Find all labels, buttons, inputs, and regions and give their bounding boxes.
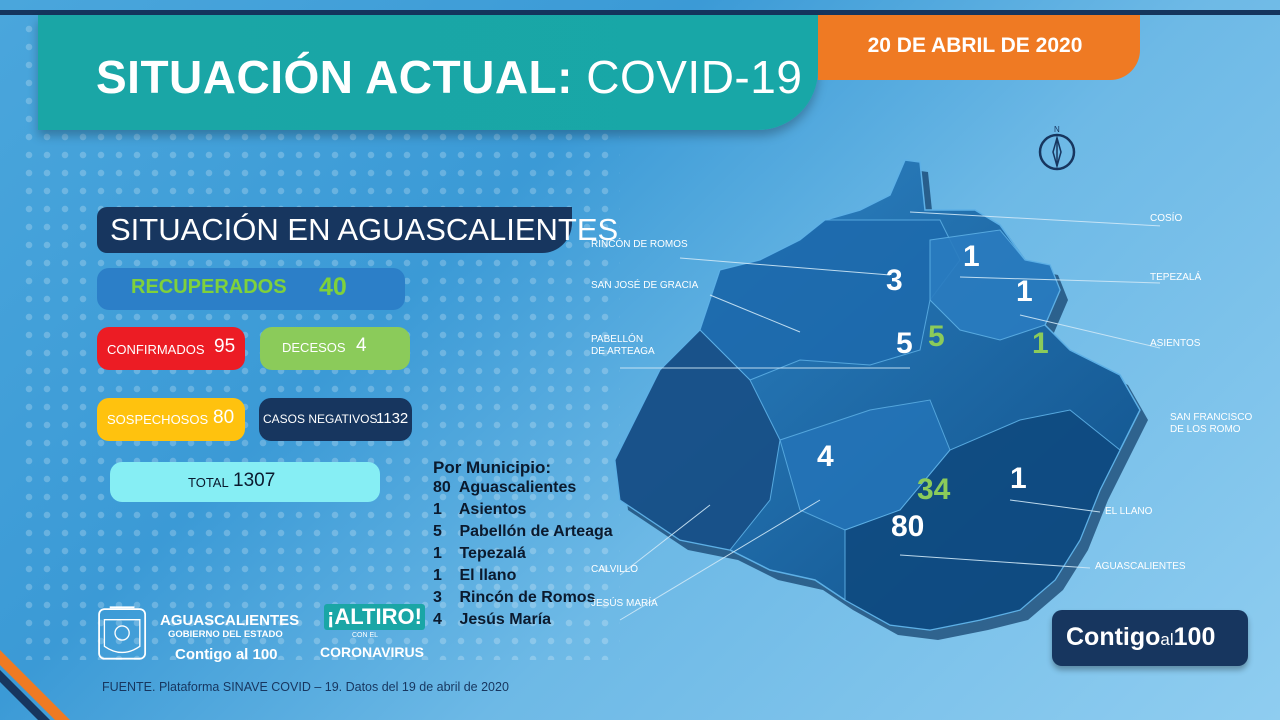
- list-count: 80: [433, 479, 451, 496]
- decesos-value: 4: [356, 335, 367, 356]
- date-banner: [818, 15, 1140, 80]
- badge-text: Contigoal100: [1066, 623, 1215, 652]
- altiro-logo: ¡ALTIRO! CON EL CORONAVIRUS: [320, 604, 425, 670]
- sospechosos-label: SOSPECHOSOS: [107, 412, 209, 427]
- list-count: 1: [433, 545, 442, 562]
- list-count: 5: [433, 523, 442, 540]
- map-label-sanjose: SAN JOSÉ DE GRACIA: [591, 280, 699, 291]
- map-label-asientos: ASIENTOS: [1150, 338, 1201, 349]
- list-name: Aguascalientes: [458, 479, 577, 496]
- section-title: SITUACIÓN EN AGUASCALIENTES: [110, 212, 619, 247]
- list-name: Asientos: [458, 501, 527, 518]
- list-item: 5 Pabellón de Arteaga: [433, 523, 613, 541]
- title-light: COVID-19: [586, 51, 803, 103]
- map-count-green-5: 5: [928, 320, 945, 353]
- map-count-green-1: 1: [1032, 327, 1049, 360]
- gov-slogan: Contigo al 100: [175, 646, 278, 663]
- map-count-el-llano: 1: [1010, 462, 1027, 495]
- state-seal-icon: [98, 606, 147, 660]
- map-label-pabellon-1: PABELLÓN: [591, 334, 644, 345]
- map-label-cosio: COSÍO: [1150, 213, 1183, 224]
- total-pill: TOTAL 1307: [110, 462, 380, 502]
- list-name: Pabellón de Arteaga: [459, 523, 613, 540]
- list-item: 1 Tepezalá: [433, 545, 526, 563]
- map-region-south: [844, 409, 1121, 631]
- list-name: El llano: [459, 567, 517, 584]
- svg-text:N: N: [1054, 125, 1060, 134]
- top-bar: [0, 10, 1280, 15]
- sospechosos-pill: SOSPECHOSOS 80: [97, 398, 245, 441]
- map-region-west: [614, 329, 781, 551]
- list-count: 3: [433, 589, 442, 606]
- negativos-label: CASOS NEGATIVOS: [263, 412, 378, 426]
- decesos-pill: DECESOS 4: [260, 327, 410, 370]
- recuperados-label: RECUPERADOS: [131, 276, 287, 298]
- gov-subtitle: GOBIERNO DEL ESTADO: [168, 629, 283, 640]
- badge-num: 100: [1173, 623, 1216, 651]
- section-banner: [97, 207, 572, 253]
- confirmados-value: 95: [214, 336, 236, 357]
- confirmados-pill: CONFIRMADOS 95: [97, 327, 245, 370]
- altiro-coronavirus: CORONAVIRUS: [320, 644, 424, 660]
- state-map: [614, 159, 1160, 640]
- altiro-subtitle: CON EL: [352, 632, 379, 639]
- compass-icon: N: [1038, 125, 1076, 171]
- map-label-aguascalientes: AGUASCALIENTES: [1095, 561, 1186, 572]
- negativos-pill: CASOS NEGATIVOS 1132: [259, 398, 412, 441]
- list-item: 3 Rincón de Romos: [433, 589, 595, 607]
- source-note: FUENTE. Plataforma SINAVE COVID – 19. Da…: [102, 680, 509, 694]
- map-count-jesus-maria: 4: [817, 440, 834, 473]
- list-count: 4: [433, 611, 442, 628]
- map-label-jesusmaria: JESÚS MARÍA: [591, 598, 658, 609]
- municipio-list-title: Por Municipio:: [433, 458, 552, 477]
- gov-name: AGUASCALIENTES: [160, 612, 300, 629]
- map-count-aguascalientes: 80: [891, 510, 925, 543]
- negativos-value: 1132: [376, 410, 409, 427]
- total-value: 1307: [233, 470, 276, 491]
- list-item: 4 Jesús María: [433, 611, 551, 629]
- report-date: 20 DE ABRIL DE 2020: [867, 34, 1083, 57]
- confirmados-label: CONFIRMADOS: [107, 342, 205, 357]
- map-count-asientos: 1: [1016, 275, 1033, 308]
- sospechosos-value: 80: [213, 407, 235, 428]
- map-label-tepezala: TEPEZALÁ: [1150, 272, 1202, 283]
- map-count-rincon: 3: [886, 264, 903, 297]
- recuperados-value: 40: [319, 273, 347, 301]
- decesos-label: DECESOS: [282, 340, 346, 355]
- list-item: 1 Asientos: [433, 501, 526, 519]
- contigo-badge: Contigoal100: [1052, 610, 1248, 666]
- map-region-northeast: [929, 229, 1061, 341]
- badge-main: Contigo: [1066, 623, 1161, 651]
- title-bold: SITUACIÓN ACTUAL:: [96, 51, 573, 103]
- map-label-sanfco-1: SAN FRANCISCO: [1170, 412, 1253, 423]
- altiro-title: ¡ALTIRO!: [324, 604, 425, 630]
- badge-small: al: [1160, 630, 1174, 649]
- map-label-sanfco-2: DE LOS ROMO: [1170, 424, 1241, 435]
- list-name: Jesús María: [459, 611, 552, 628]
- list-count: 1: [433, 567, 442, 584]
- list-item: 80 Aguascalientes: [433, 479, 576, 497]
- map-count-tepezala: 1: [963, 240, 980, 273]
- list-count: 1: [433, 501, 442, 518]
- total-label: TOTAL: [188, 475, 229, 490]
- list-item: 1 El llano: [433, 567, 516, 585]
- recuperados-pill: RECUPERADOS 40: [97, 268, 405, 310]
- map-label-rincon: RINCÓN DE ROMOS: [591, 239, 688, 250]
- map-label-elllano: EL LLANO: [1105, 506, 1153, 517]
- map-label-calvillo: CALVILLO: [591, 564, 639, 575]
- leader-lines: [619, 211, 1160, 621]
- map-count-green-34: 34: [917, 473, 951, 506]
- map-count-pabellon: 5: [896, 327, 913, 360]
- page-title: SITUACIÓN ACTUAL: COVID-19: [96, 50, 802, 104]
- map-label-pabellon-2: DE ARTEAGA: [591, 346, 655, 357]
- list-name: Tepezalá: [459, 545, 526, 562]
- decorative-stripes: [0, 650, 70, 720]
- title-banner: [38, 15, 818, 130]
- list-name: Rincón de Romos: [459, 589, 596, 606]
